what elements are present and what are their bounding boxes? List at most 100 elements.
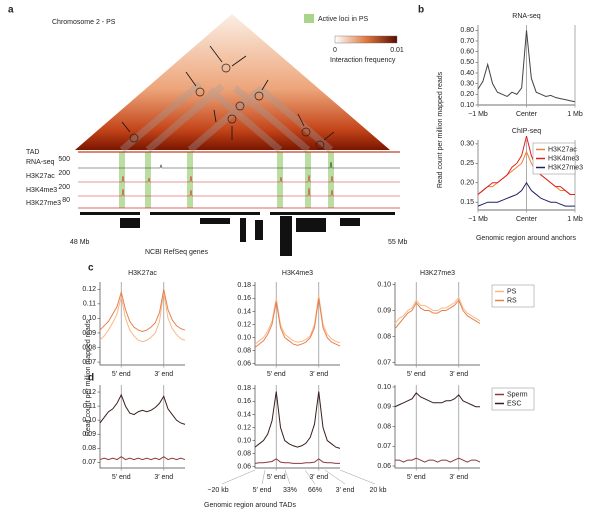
x-tick-label: 5′ end: [267, 371, 286, 378]
track-label: H3K27me3: [26, 200, 61, 207]
x-tick-label: 5′ end: [267, 474, 286, 481]
x-tick-label: 5′ end: [112, 371, 131, 378]
y-tick-label: 0.80: [460, 27, 474, 34]
chart-title: H3K27ac: [128, 270, 157, 277]
colorbar-min: 0: [333, 47, 337, 54]
series-line: [99, 456, 186, 461]
series-line: [394, 392, 480, 408]
y-tick-label: 0.70: [460, 38, 474, 45]
rna-track: [78, 161, 400, 169]
legend-label: RS: [507, 297, 517, 304]
x-tick-label: 3′ end: [154, 474, 173, 481]
x-tick-label: 3′ end: [309, 474, 328, 481]
y-tick-label: 0.08: [377, 333, 391, 340]
series-line: [477, 181, 575, 207]
series-line: [477, 30, 576, 103]
legend-label: Sperm: [507, 391, 528, 398]
genes: [80, 212, 395, 256]
genes-label: NCBI RefSeq genes: [145, 249, 209, 256]
y-tick-label: 0.08: [82, 344, 96, 351]
series-line: [254, 391, 341, 449]
y-tick-label: 0.20: [460, 180, 474, 187]
y-tick-label: 0.10: [82, 417, 96, 424]
series-line: [254, 458, 340, 464]
y-tick-label: 0.10: [237, 334, 251, 341]
h3k27ac-track: [78, 174, 400, 183]
legend-label: PS: [507, 288, 517, 295]
series-line: [394, 299, 481, 330]
x-axis-label: Genomic region around TADs: [204, 502, 296, 509]
legend-box: [491, 387, 535, 411]
legend-label: H3K27me3: [548, 164, 583, 171]
y-tick-label: 0.09: [377, 404, 391, 411]
chart-title: H3K4me3: [282, 270, 313, 277]
loci-stripes: [119, 81, 334, 153]
legend-label: Active loci in PS: [318, 16, 369, 23]
axes: [99, 385, 185, 469]
x-tick-label: 5′ end: [112, 474, 131, 481]
track-label: RNA-seq: [26, 159, 55, 166]
x-tick-label: 5′ end: [407, 474, 426, 481]
y-tick-label: 0.12: [237, 321, 251, 328]
region-tick: 3′ end: [336, 487, 355, 494]
y-tick-label: 0.11: [83, 403, 96, 410]
y-tick-label: 0.09: [82, 330, 96, 337]
legend-label: H3K4me3: [548, 155, 579, 162]
heatmap: [75, 14, 390, 150]
legend-label: H3K27ac: [548, 146, 577, 153]
x-axis-label: Genomic region around anchors: [476, 235, 577, 242]
series-line: [99, 289, 186, 333]
region-tick: 66%: [308, 487, 322, 494]
x-tick-label: 3′ end: [154, 371, 173, 378]
y-tick-label: 0.25: [460, 160, 474, 167]
axes: [394, 385, 480, 469]
y-tick-label: 0.15: [460, 199, 474, 206]
colorbar: [334, 35, 398, 44]
track-label: TAD: [26, 149, 39, 156]
track-scale: 200: [58, 184, 70, 191]
track-scale: 200: [58, 170, 70, 177]
x-tick-label: 3′ end: [449, 474, 468, 481]
series-line: [477, 135, 575, 195]
x-tick-label: Center: [516, 111, 538, 118]
y-tick-label: 0.50: [460, 59, 474, 66]
active-loci: [119, 152, 334, 208]
y-axis-label: Read count per million mapped reads: [437, 71, 444, 188]
axes: [394, 282, 480, 366]
y-tick-label: 0.09: [82, 431, 96, 438]
y-tick-label: 0.07: [377, 359, 391, 366]
y-tick-label: 0.07: [377, 443, 391, 450]
y-tick-label: 0.07: [82, 359, 96, 366]
legend-label: ESC: [507, 400, 521, 407]
colorbar-label: Interaction frequency: [330, 57, 396, 64]
y-tick-label: 0.06: [377, 463, 391, 470]
y-tick-label: 0.20: [460, 91, 474, 98]
series-line: [395, 457, 481, 463]
y-tick-label: 0.07: [82, 459, 96, 466]
y-tick-label: 0.09: [377, 307, 391, 314]
y-tick-label: 0.10: [377, 281, 391, 288]
y-tick-label: 0.40: [460, 70, 474, 77]
y-tick-label: 0.12: [82, 286, 96, 293]
y-tick-label: 0.06: [237, 464, 251, 471]
x-tick-label: −1 Mb: [468, 111, 488, 118]
y-tick-label: 0.08: [237, 347, 251, 354]
chart-title: H3K27me3: [420, 270, 455, 277]
y-tick-label: 0.10: [460, 102, 474, 109]
y-tick-label: 0.10: [237, 437, 251, 444]
series-line: [99, 393, 186, 425]
y-tick-label: 0.18: [237, 282, 251, 289]
series-line: [477, 150, 575, 195]
series-line: [254, 294, 341, 345]
y-tick-label: 0.30: [460, 81, 474, 88]
panel-label: b: [418, 5, 424, 16]
y-tick-label: 0.08: [82, 445, 96, 452]
axes: [254, 385, 340, 469]
region-tick: 5′ end: [253, 487, 272, 494]
y-tick-label: 0.08: [377, 423, 391, 430]
axes: [99, 282, 185, 366]
start-label: 48 Mb: [70, 239, 90, 246]
y-tick-label: 0.10: [82, 315, 96, 322]
y-tick-label: 0.16: [237, 295, 251, 302]
